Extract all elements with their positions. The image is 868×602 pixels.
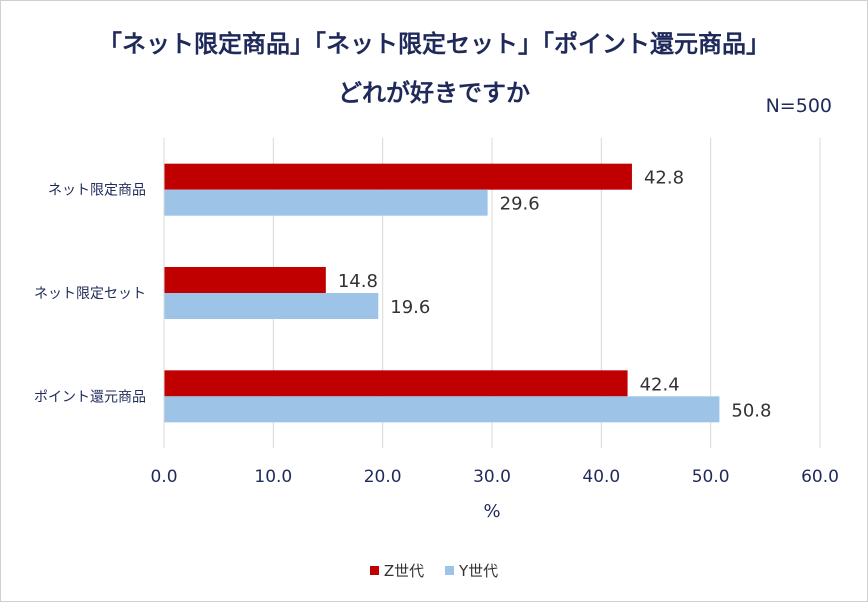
category-label: ネット限定セット: [34, 286, 146, 302]
bar: [164, 267, 326, 293]
x-axis-title: %: [483, 501, 500, 522]
x-tick-label: 20.0: [364, 467, 402, 487]
legend-item-y: Y世代: [444, 560, 499, 581]
x-tick-label: 60.0: [801, 467, 839, 487]
legend-swatch-y: [444, 566, 454, 575]
data-label: 14.8: [338, 271, 378, 292]
chart-legend: Z世代 Y世代: [0, 560, 868, 581]
legend-item-z: Z世代: [369, 560, 425, 581]
category-label: ポイント還元商品: [34, 389, 146, 405]
chart-title-line2: どれが好きですか: [338, 79, 530, 107]
x-tick-label: 10.0: [254, 467, 292, 487]
data-label: 42.4: [640, 374, 680, 395]
category-label: ネット限定商品: [48, 183, 146, 199]
legend-label-z: Z世代: [383, 562, 425, 580]
bar: [164, 370, 628, 397]
legend-label-y: Y世代: [458, 562, 499, 580]
chart-title-line1: 「ネット限定商品」「ネット限定セット」「ポイント還元商品」: [98, 30, 770, 58]
bar: [164, 163, 632, 190]
x-tick-label: 50.0: [692, 467, 730, 487]
legend-swatch-z: [369, 566, 379, 575]
x-tick-label: 30.0: [473, 467, 511, 487]
data-label: 29.6: [500, 194, 540, 215]
bar: [164, 189, 488, 216]
data-label: 50.8: [731, 400, 771, 421]
x-tick-label: 40.0: [582, 467, 620, 487]
bar: [164, 396, 720, 423]
data-label: 42.8: [644, 168, 684, 189]
x-tick-label: 0.0: [150, 467, 177, 487]
sample-size-label: N=500: [765, 95, 832, 117]
data-label: 19.6: [390, 297, 430, 318]
bar: [164, 293, 379, 319]
